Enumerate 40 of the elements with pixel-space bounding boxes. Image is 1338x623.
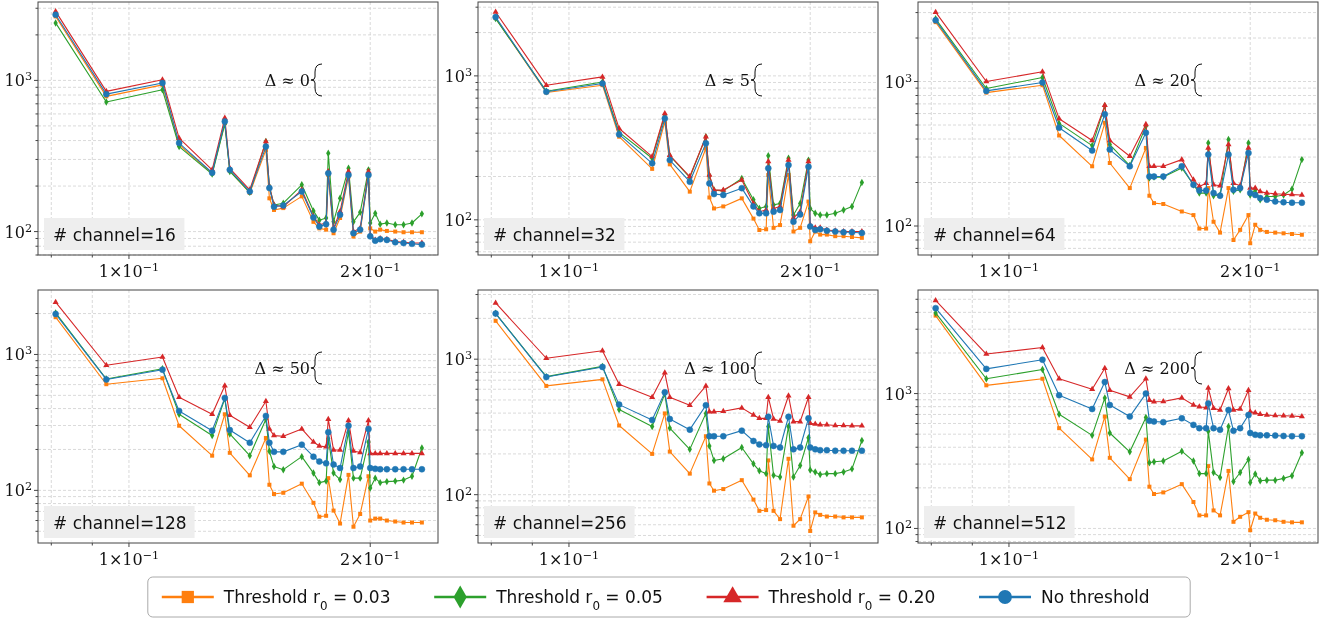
annotation: Δ ≈ 100: [684, 359, 750, 378]
x-tick-label: 2×10$^{−1}$: [1219, 548, 1281, 569]
annotation: # channel=32: [493, 225, 616, 245]
y-tick-label: 10$^{2}$: [4, 221, 32, 242]
y-tick-label: 10$^{2}$: [444, 484, 472, 505]
x-tick-label: 2×10$^{−1}$: [339, 548, 401, 569]
x-tick-label: 1×10$^{−1}$: [978, 260, 1040, 281]
x-tick-label: 2×10$^{−1}$: [1219, 260, 1281, 281]
y-tick-label: 10$^{2}$: [884, 215, 912, 237]
y-tick-label: 10$^{3}$: [444, 65, 472, 86]
annotation: # channel=512: [933, 513, 1067, 533]
y-tick-label: 10$^{3}$: [4, 343, 32, 365]
annotation: Δ ≈ 200: [1124, 359, 1190, 378]
annotation: Δ ≈ 0: [264, 71, 310, 90]
annotation: # channel=64: [933, 225, 1056, 245]
legend-label: Threshold r$_{0}$ = 0.20: [767, 587, 936, 613]
y-tick-label: 10$^{2}$: [884, 517, 912, 539]
x-tick-label: 2×10$^{−1}$: [779, 548, 841, 569]
annotation: Δ ≈ 50: [254, 359, 310, 378]
annotation: Δ ≈ 20: [1134, 71, 1190, 90]
x-tick-label: 1×10$^{−1}$: [98, 260, 160, 281]
x-tick-label: 2×10$^{−1}$: [779, 260, 841, 281]
annotation: Δ ≈ 5: [704, 71, 750, 90]
y-tick-label: 10$^{3}$: [444, 348, 472, 370]
legend-label: Threshold r$_{0}$ = 0.03: [222, 587, 391, 613]
x-tick-label: 2×10$^{−1}$: [339, 260, 401, 281]
x-tick-label: 1×10$^{−1}$: [98, 548, 160, 569]
legend-label: Threshold r$_{0}$ = 0.05: [495, 587, 663, 613]
y-tick-label: 10$^{3}$: [884, 383, 912, 404]
annotation: # channel=256: [493, 513, 627, 533]
annotation: # channel=16: [53, 225, 176, 245]
y-tick-label: 10$^{2}$: [444, 209, 472, 230]
legend-label: No threshold: [1041, 587, 1150, 607]
x-tick-label: 1×10$^{−1}$: [538, 260, 600, 281]
y-tick-label: 10$^{3}$: [884, 71, 912, 92]
annotation: # channel=128: [53, 513, 187, 533]
x-tick-label: 1×10$^{−1}$: [978, 548, 1040, 569]
x-tick-label: 1×10$^{−1}$: [538, 548, 600, 569]
y-tick-label: 10$^{2}$: [4, 479, 32, 501]
y-tick-label: 10$^{3}$: [4, 69, 32, 91]
